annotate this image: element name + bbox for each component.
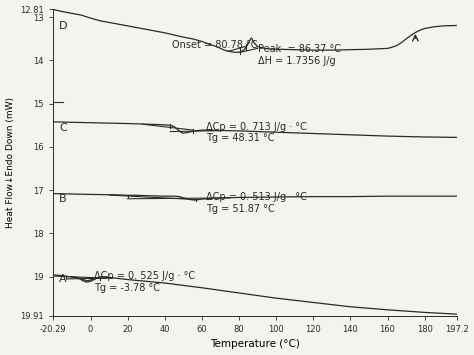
Text: Peak  = 86.37 °C
ΔH = 1.7356 J/g: Peak = 86.37 °C ΔH = 1.7356 J/g — [257, 44, 341, 66]
Text: ΔCp = 0. 525 J/g · °C
Tg = -3.78 °C: ΔCp = 0. 525 J/g · °C Tg = -3.78 °C — [94, 271, 195, 293]
Text: ΔCp = 0. 713 J/g · °C
Tg = 48.31 °C: ΔCp = 0. 713 J/g · °C Tg = 48.31 °C — [206, 122, 307, 143]
Text: ΔCp = 0. 513 J/g · °C
Tg = 51.87 °C: ΔCp = 0. 513 J/g · °C Tg = 51.87 °C — [206, 192, 307, 214]
Text: Onset = 80.78 °C: Onset = 80.78 °C — [172, 40, 258, 50]
Text: C: C — [59, 123, 67, 133]
X-axis label: Temperature (°C): Temperature (°C) — [210, 339, 300, 349]
Y-axis label: Heat Flow↓Endo Down (mW): Heat Flow↓Endo Down (mW) — [6, 97, 15, 228]
Text: D: D — [59, 21, 67, 31]
Text: B: B — [59, 193, 67, 203]
Text: A: A — [59, 274, 67, 284]
